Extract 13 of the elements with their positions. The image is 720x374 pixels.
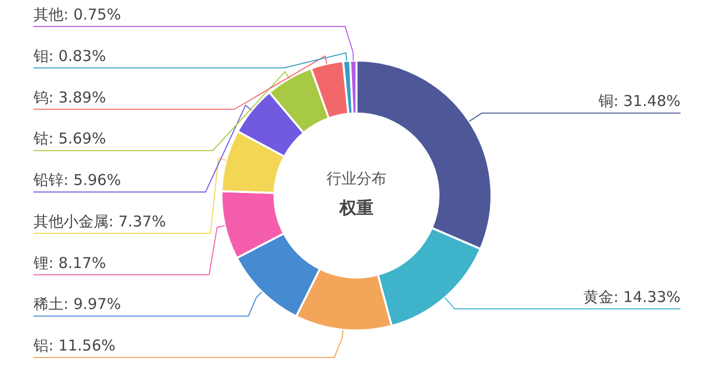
slice-label: 其他: 0.75%: [34, 6, 121, 24]
slice-label: 黄金: 14.33%: [583, 288, 681, 306]
text: 权重: [338, 198, 374, 218]
slice-label: 锂: 8.17%: [32, 254, 106, 272]
slice-label: 钨: 3.89%: [32, 88, 106, 106]
slice-label: 其他小金属: 7.37%: [34, 212, 166, 230]
slice-label: 钴: 5.69%: [32, 130, 106, 148]
slice-label: 稀土: 9.97%: [34, 295, 121, 314]
slice-label: 铜: 31.48%: [597, 92, 681, 110]
text: 行业分布: [326, 170, 386, 188]
slice-label: 铝: 11.56%: [32, 336, 116, 354]
slice-label: 钼: 0.83%: [32, 46, 106, 65]
slice-label: 铅锌: 5.96%: [32, 171, 121, 189]
